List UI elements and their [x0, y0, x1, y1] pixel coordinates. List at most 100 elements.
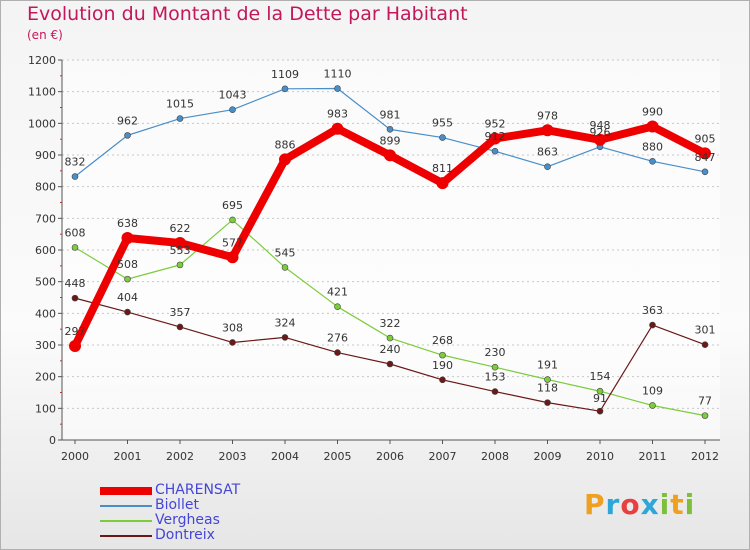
data-label: 118 — [537, 382, 558, 395]
y-tick-label: 400 — [35, 307, 56, 320]
legend-swatch — [100, 505, 152, 507]
data-label: 1110 — [324, 68, 352, 81]
data-label: 962 — [117, 114, 138, 127]
data-label: 545 — [275, 246, 296, 259]
data-label: 448 — [65, 277, 86, 290]
x-tick-label: 2007 — [429, 450, 457, 463]
data-label: 404 — [117, 291, 138, 304]
data-point — [439, 351, 446, 359]
data-point — [281, 264, 289, 271]
y-tick-label: 1100 — [28, 86, 56, 99]
legend-swatch — [100, 520, 152, 522]
data-point — [439, 134, 446, 141]
data-point — [489, 132, 501, 145]
data-point — [544, 376, 551, 383]
x-tick-label: 2000 — [61, 450, 89, 463]
x-tick-label: 2005 — [324, 450, 352, 463]
x-tick-label: 2001 — [114, 450, 142, 463]
data-label: 357 — [170, 306, 191, 319]
data-point — [71, 173, 79, 180]
data-label: 926 — [590, 126, 611, 139]
x-tick-label: 2002 — [166, 450, 194, 463]
data-point — [544, 399, 551, 406]
data-point — [384, 149, 396, 162]
data-point — [226, 251, 239, 264]
data-label: 109 — [642, 384, 663, 397]
data-label: 983 — [327, 108, 348, 121]
x-tick-label: 2009 — [534, 450, 562, 463]
y-tick-label: 800 — [35, 181, 56, 194]
data-point — [229, 106, 236, 114]
data-point — [331, 122, 344, 135]
data-label: 308 — [222, 321, 243, 334]
data-label: 695 — [222, 199, 243, 212]
legend-label: Dontreix — [155, 527, 215, 543]
x-tick-label: 2008 — [481, 450, 509, 463]
data-label: 508 — [117, 258, 138, 271]
data-label: 912 — [485, 130, 506, 143]
data-label: 324 — [275, 316, 296, 329]
data-point — [701, 412, 709, 419]
data-point — [279, 153, 291, 166]
data-label: 297 — [65, 325, 86, 338]
x-tick-label: 2010 — [586, 450, 614, 463]
data-point — [124, 308, 131, 316]
data-point — [701, 168, 709, 176]
legend-swatch — [100, 535, 152, 537]
data-label: 154 — [590, 370, 611, 383]
y-tick-label: 600 — [35, 244, 56, 257]
y-tick-label: 500 — [35, 276, 56, 289]
data-point — [174, 237, 186, 250]
data-point — [334, 85, 341, 92]
data-point — [71, 244, 79, 251]
data-label: 955 — [432, 117, 453, 130]
data-label: 622 — [170, 222, 191, 235]
data-point — [594, 133, 606, 146]
data-point — [491, 363, 499, 371]
y-tick-label: 100 — [35, 402, 56, 415]
y-tick-label: 1200 — [28, 54, 56, 67]
data-label: 832 — [65, 156, 86, 169]
data-point — [649, 402, 656, 409]
x-tick-label: 2006 — [376, 450, 404, 463]
data-point — [701, 341, 709, 348]
data-point — [544, 163, 551, 171]
data-point — [436, 177, 449, 190]
data-point — [229, 339, 236, 346]
data-point — [121, 231, 134, 244]
data-point — [596, 407, 604, 415]
x-tick-label: 2012 — [691, 450, 719, 463]
data-point — [649, 158, 656, 165]
data-point — [649, 321, 656, 329]
data-label: 268 — [432, 334, 453, 347]
data-point — [281, 334, 289, 341]
data-point — [71, 294, 79, 302]
data-label: 608 — [65, 226, 86, 239]
data-label: 990 — [642, 106, 663, 119]
data-label: 363 — [642, 304, 663, 317]
data-label: 948 — [590, 119, 611, 132]
legend-label: Biollet — [155, 497, 199, 513]
x-tick-label: 2003 — [219, 450, 247, 463]
data-point — [281, 85, 289, 93]
data-label: 553 — [170, 244, 191, 257]
data-label: 153 — [485, 371, 506, 384]
y-tick-label: 300 — [35, 339, 56, 352]
data-point — [124, 275, 131, 283]
data-label: 1015 — [166, 98, 194, 111]
x-tick-label: 2011 — [639, 450, 667, 463]
data-label: 301 — [695, 324, 716, 337]
data-point — [386, 334, 394, 342]
data-point — [491, 147, 499, 155]
data-label: 880 — [642, 140, 663, 153]
legend-label: Vergheas — [155, 512, 220, 528]
data-label: 1043 — [219, 89, 247, 102]
data-label: 91 — [593, 392, 607, 405]
y-tick-label: 200 — [35, 371, 56, 384]
data-point — [124, 132, 131, 139]
data-point — [699, 147, 711, 160]
data-label: 886 — [275, 138, 296, 151]
data-point — [176, 323, 184, 331]
proxiti-logo: Proxiti — [584, 488, 696, 521]
data-point — [646, 120, 659, 133]
